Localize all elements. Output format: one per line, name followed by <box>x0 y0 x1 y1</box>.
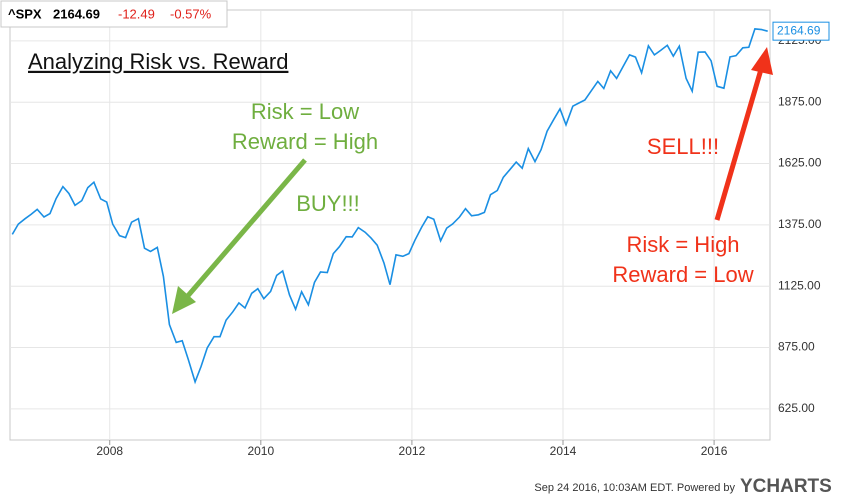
sell-arrowhead <box>751 47 773 75</box>
change-pct: -0.57% <box>170 6 212 21</box>
y-tick-label: 1125.00 <box>778 278 821 292</box>
timestamp: Sep 24 2016, 10:03AM EDT. Powered by <box>534 482 735 494</box>
x-tick-label: 2010 <box>247 444 274 458</box>
y-tick-label: 625.00 <box>778 401 815 415</box>
buy-arrow <box>184 158 307 300</box>
sell-arrow <box>714 65 765 221</box>
change: -12.49 <box>118 6 155 21</box>
x-tick-label: 2014 <box>550 444 577 458</box>
annotation: Reward = High <box>232 129 378 154</box>
symbol: ^SPX <box>8 6 42 21</box>
y-tick-label: 875.00 <box>778 340 815 354</box>
x-tick-label: 2016 <box>701 444 728 458</box>
annotation: SELL!!! <box>647 134 719 159</box>
chart-title: Analyzing Risk vs. Reward <box>28 49 288 74</box>
annotation: Reward = Low <box>612 262 753 287</box>
lines <box>11 28 768 385</box>
last-value-box <box>772 21 830 41</box>
x-tick-label: 2008 <box>96 444 123 458</box>
x-tick-label: 2012 <box>399 444 426 458</box>
price: 2164.69 <box>53 6 100 21</box>
last-value-label: 2164.69 <box>777 23 821 37</box>
annotation: Risk = Low <box>251 99 359 124</box>
y-tick-label: 1875.00 <box>778 94 822 108</box>
buy-arrowhead <box>172 286 196 314</box>
annotation: BUY!!! <box>296 191 360 216</box>
annotation: Risk = High <box>626 232 739 257</box>
header-box <box>0 0 228 28</box>
grid <box>10 10 770 440</box>
y-tick-label: 1625.00 <box>778 156 822 170</box>
series-line <box>11 28 768 385</box>
y-tick-label: 1375.00 <box>778 217 822 231</box>
brand: YCHARTS <box>740 476 832 497</box>
